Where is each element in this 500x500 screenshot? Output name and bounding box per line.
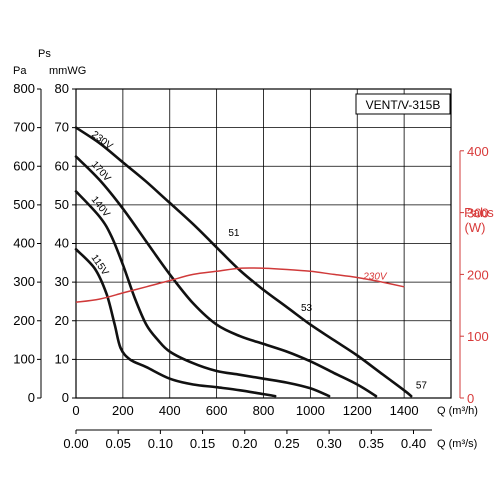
pa-tick-label: 800	[13, 81, 35, 96]
tick-labels: 0100200300400500600700800010203040506070…	[13, 81, 488, 451]
curve-annotation: 53	[301, 303, 313, 314]
q-h-tick-label: 1200	[343, 403, 372, 418]
q-s-tick-label: 0.30	[316, 436, 341, 451]
pa-tick-label: 100	[13, 351, 35, 366]
power-curves	[75, 267, 405, 303]
mmwg-tick-label: 30	[55, 274, 69, 289]
curve-annotation: 51	[228, 228, 240, 239]
q-s-tick-label: 0.00	[63, 436, 88, 451]
pa-tick-label: 400	[13, 236, 35, 251]
power-tick-label: 400	[467, 144, 489, 159]
q-s-tick-label: 0.20	[232, 436, 257, 451]
pressure-curves	[74, 126, 413, 398]
power-axis-unit: (W)	[465, 220, 486, 235]
q-h-tick-label: 400	[159, 403, 181, 418]
q-h-tick-label: 1400	[390, 403, 419, 418]
mmwg-tick-label: 20	[55, 313, 69, 328]
q-h-tick-label: 1000	[296, 403, 325, 418]
pressure-curve-230v	[74, 126, 413, 398]
q-s-tick-label: 0.15	[190, 436, 215, 451]
power-tick-label: 100	[467, 329, 489, 344]
power-curve-230v	[75, 267, 405, 303]
q-s-tick-label: 0.40	[401, 436, 426, 451]
pressure-curve-170v	[74, 155, 378, 398]
mmwg-tick-label: 70	[55, 120, 69, 135]
q-h-tick-label: 600	[206, 403, 228, 418]
q-s-tick-label: 0.35	[359, 436, 384, 451]
grid-lines	[76, 89, 451, 398]
q-h-tick-label: 0	[72, 403, 79, 418]
model-label-box	[355, 93, 451, 115]
pressure-curve-140v	[74, 190, 331, 398]
mmwg-tick-label: 60	[55, 158, 69, 173]
curve-annotation: 57	[416, 380, 428, 391]
model-label: VENT/V-315B	[366, 98, 441, 112]
q-h-tick-label: 800	[253, 403, 275, 418]
q-h-axis-label: Q (m³/h)	[437, 405, 478, 417]
voltage-label-230v: 230V	[89, 129, 115, 152]
power-axis-label: Pabs	[464, 205, 494, 220]
pa-tick-label: 600	[13, 158, 35, 173]
pa-tick-label: 0	[28, 390, 35, 405]
mmwg-tick-label: 80	[55, 81, 69, 96]
q-s-tick-label: 0.05	[106, 436, 131, 451]
power-tick-label: 200	[467, 267, 489, 282]
pa-axis-unit: Pa	[13, 65, 27, 77]
power-tick-label: 300	[467, 206, 489, 221]
ps-axis-label: Ps	[38, 48, 51, 60]
mmwg-tick-label: 50	[55, 197, 69, 212]
mmwg-tick-label: 10	[55, 351, 69, 366]
pa-tick-label: 500	[13, 197, 35, 212]
power-curve-label: 230V	[362, 271, 388, 282]
q-s-axis-label: Q (m³/s)	[437, 438, 477, 450]
pa-tick-label: 700	[13, 120, 35, 135]
pa-tick-label: 200	[13, 313, 35, 328]
mmwg-tick-label: 0	[62, 390, 69, 405]
pressure-curve-115v	[74, 248, 277, 398]
q-s-tick-label: 0.25	[274, 436, 299, 451]
q-h-tick-label: 200	[112, 403, 134, 418]
mmwg-tick-label: 40	[55, 236, 69, 251]
mmwg-axis-unit: mmWG	[49, 65, 86, 77]
pa-tick-label: 300	[13, 274, 35, 289]
power-tick-label: 0	[467, 391, 474, 406]
axes	[37, 88, 464, 434]
q-s-tick-label: 0.10	[148, 436, 173, 451]
